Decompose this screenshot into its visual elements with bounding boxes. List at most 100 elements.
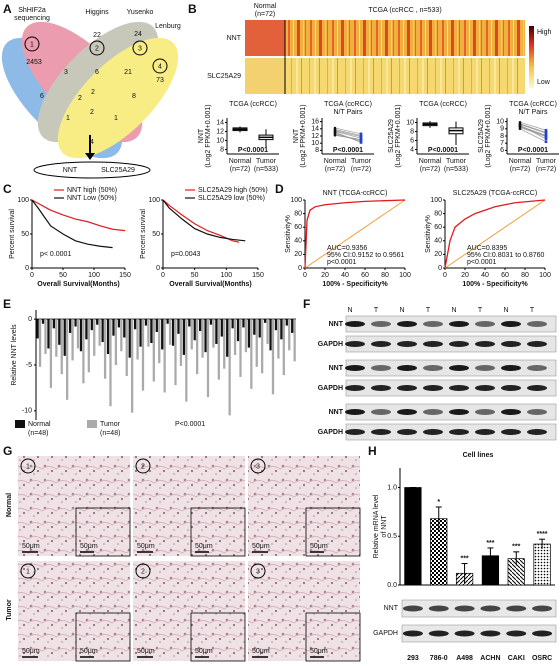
band xyxy=(501,409,521,415)
pair-line xyxy=(519,128,547,143)
id-circle xyxy=(250,563,266,579)
y-tick-label: 20 xyxy=(294,251,302,258)
pair-dot xyxy=(544,134,548,138)
scale-label: 50μm xyxy=(195,543,213,550)
result-gene: NNT xyxy=(63,167,78,174)
survival-curve xyxy=(31,199,126,232)
y-tick-label: 4 xyxy=(410,146,414,153)
set-id: 1 xyxy=(30,41,34,48)
bar xyxy=(60,319,63,375)
y-tick-label: -5 xyxy=(26,362,32,369)
pair-line xyxy=(334,131,362,143)
x-tick-label: 150 xyxy=(119,272,131,279)
band xyxy=(449,365,469,371)
bar xyxy=(168,319,172,345)
image-id: 1 xyxy=(26,463,30,470)
x-tick-label: 50 xyxy=(191,272,199,279)
y-label: (Log2 FPKM+0.001) xyxy=(300,104,307,167)
y-tick-label: 80 xyxy=(294,210,302,217)
band xyxy=(449,429,469,435)
bar xyxy=(179,319,183,366)
group-n: (n=533) xyxy=(254,166,278,173)
y-tick-label: 8 xyxy=(500,133,504,140)
bar xyxy=(247,319,251,348)
blot-label: NNT xyxy=(384,605,399,612)
bar xyxy=(291,319,294,333)
bar xyxy=(63,319,66,356)
roc-curve xyxy=(304,199,406,269)
group-n: (n=72) xyxy=(325,166,345,173)
inset xyxy=(190,507,246,557)
bar xyxy=(253,319,256,335)
y-tick-label: 6 xyxy=(500,147,504,154)
bar xyxy=(261,319,264,374)
lane-label: T xyxy=(374,307,379,314)
x-label: 100% - Specificity% xyxy=(462,281,528,288)
y-tick-label: 12 xyxy=(216,128,224,135)
pair-dot xyxy=(544,140,548,144)
venn-count: 3 xyxy=(64,69,68,76)
pair-dot xyxy=(359,132,363,136)
bar xyxy=(217,319,220,380)
legend-label: (n=48) xyxy=(28,430,48,437)
y-label: (Log2 FPKM+0.001) xyxy=(205,104,212,167)
set-id-circle xyxy=(132,40,148,56)
band xyxy=(423,365,443,371)
inset xyxy=(75,507,131,557)
arrow-head xyxy=(85,153,95,160)
bar xyxy=(196,319,199,375)
inset xyxy=(190,612,246,662)
x-tick-label: 100 xyxy=(88,272,100,279)
scale-label: High xyxy=(537,29,552,36)
bar xyxy=(250,319,253,389)
plot-title: N/T Pairs xyxy=(333,109,363,116)
significance: **** xyxy=(537,531,548,538)
group-label: Tumor xyxy=(536,158,557,165)
group-n: (n=72) xyxy=(510,166,530,173)
bar xyxy=(41,319,45,324)
bar xyxy=(212,319,215,348)
band xyxy=(345,429,365,435)
significance: *** xyxy=(460,555,468,562)
y-label: Percent survival xyxy=(140,209,147,259)
bar xyxy=(147,319,150,347)
y-tick-label: 20 xyxy=(434,251,442,258)
bar xyxy=(209,319,213,325)
venn-count: 2453 xyxy=(26,59,42,66)
bar xyxy=(158,319,161,364)
legend-label: Tumor xyxy=(100,421,121,428)
bar xyxy=(69,319,72,333)
blot-label: NNT xyxy=(329,365,344,372)
bar xyxy=(239,319,242,377)
y-tick-label: 12 xyxy=(311,133,319,140)
bar xyxy=(141,319,145,391)
set-name: Lenburg xyxy=(155,23,181,30)
band xyxy=(345,365,365,371)
x-tick-label: 60 xyxy=(501,272,509,279)
venn-set xyxy=(57,37,179,159)
group-label: Normal xyxy=(419,158,442,165)
bar xyxy=(161,319,164,350)
y-tick-label: 10 xyxy=(311,140,319,147)
y-tick-label: 8 xyxy=(220,146,224,153)
plot-title: Cell lines xyxy=(463,452,494,459)
panel-label: G xyxy=(3,444,12,458)
bar xyxy=(139,319,142,347)
bar xyxy=(236,319,240,342)
group-n: (n=72) xyxy=(351,166,371,173)
row-label: NNT xyxy=(227,35,242,42)
blot-label: NNT xyxy=(329,321,344,328)
band xyxy=(454,605,475,612)
pair-dot xyxy=(359,134,363,137)
set-id: 3 xyxy=(138,45,142,52)
panel-label: F xyxy=(303,297,310,311)
band xyxy=(423,321,443,327)
venn-count: 22 xyxy=(93,32,101,39)
band xyxy=(371,341,391,347)
pair-dot xyxy=(518,127,522,131)
panel-label: A xyxy=(3,2,12,16)
heat-normal xyxy=(245,20,285,56)
y-label: Percent survival xyxy=(9,209,16,259)
x-label: 100% - Specificity% xyxy=(322,281,388,288)
